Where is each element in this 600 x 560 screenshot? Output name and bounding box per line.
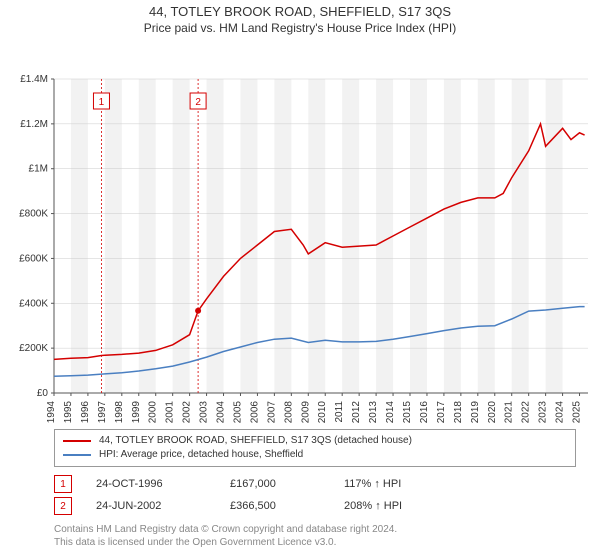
event-row: 2 24-JUN-2002 £366,500 208% ↑ HPI bbox=[54, 497, 576, 515]
svg-text:2007: 2007 bbox=[266, 401, 277, 424]
svg-text:2003: 2003 bbox=[199, 401, 210, 424]
svg-text:1996: 1996 bbox=[80, 401, 91, 424]
svg-text:1994: 1994 bbox=[46, 401, 57, 424]
svg-text:1999: 1999 bbox=[131, 401, 142, 424]
legend-swatch bbox=[63, 454, 91, 456]
footer-line1: Contains HM Land Registry data © Crown c… bbox=[54, 523, 576, 536]
svg-text:2014: 2014 bbox=[385, 401, 396, 424]
legend-item: 44, TOTLEY BROOK ROAD, SHEFFIELD, S17 3Q… bbox=[63, 434, 567, 448]
svg-text:£400K: £400K bbox=[19, 298, 48, 309]
legend-box: 44, TOTLEY BROOK ROAD, SHEFFIELD, S17 3Q… bbox=[54, 429, 576, 467]
legend-item: HPI: Average price, detached house, Shef… bbox=[63, 448, 567, 462]
svg-text:2025: 2025 bbox=[572, 401, 583, 424]
svg-text:2001: 2001 bbox=[165, 401, 176, 424]
event-price: £366,500 bbox=[230, 500, 320, 512]
svg-text:2022: 2022 bbox=[521, 401, 532, 424]
chart-container: 44, TOTLEY BROOK ROAD, SHEFFIELD, S17 3Q… bbox=[0, 0, 600, 560]
event-marker: 2 bbox=[54, 497, 72, 515]
svg-text:£1.2M: £1.2M bbox=[20, 119, 48, 130]
event-pct: 208% ↑ HPI bbox=[344, 500, 454, 512]
svg-text:£200K: £200K bbox=[19, 343, 48, 354]
event-row: 1 24-OCT-1996 £167,000 117% ↑ HPI bbox=[54, 475, 576, 493]
svg-text:£800K: £800K bbox=[19, 209, 48, 220]
svg-text:2000: 2000 bbox=[148, 401, 159, 424]
svg-text:2011: 2011 bbox=[334, 401, 345, 423]
svg-text:2017: 2017 bbox=[436, 401, 447, 424]
svg-text:2: 2 bbox=[195, 97, 201, 108]
svg-text:2023: 2023 bbox=[538, 401, 549, 424]
svg-text:2012: 2012 bbox=[351, 401, 362, 424]
line-chart-svg: £0 £200K £400K £600K £800K £1M £1.2M £1.4M 1994 1… bbox=[0, 35, 600, 425]
svg-text:2006: 2006 bbox=[249, 401, 260, 424]
chart-subtitle: Price paid vs. HM Land Registry's House … bbox=[0, 21, 600, 35]
event-date: 24-JUN-2002 bbox=[96, 500, 206, 512]
svg-text:2002: 2002 bbox=[182, 401, 193, 424]
svg-text:2013: 2013 bbox=[368, 401, 379, 424]
event-price: £167,000 bbox=[230, 478, 320, 490]
legend-swatch bbox=[63, 440, 91, 442]
footer-line2: This data is licensed under the Open Gov… bbox=[54, 536, 576, 549]
svg-text:2018: 2018 bbox=[453, 401, 464, 424]
svg-text:£1M: £1M bbox=[29, 164, 48, 175]
legend-label: 44, TOTLEY BROOK ROAD, SHEFFIELD, S17 3Q… bbox=[99, 434, 412, 448]
svg-text:£1.4M: £1.4M bbox=[20, 74, 48, 85]
svg-text:£600K: £600K bbox=[19, 253, 48, 264]
event-date: 24-OCT-1996 bbox=[96, 478, 206, 490]
event-pct: 117% ↑ HPI bbox=[344, 478, 454, 490]
svg-text:2024: 2024 bbox=[555, 401, 566, 424]
svg-text:1998: 1998 bbox=[114, 401, 125, 424]
svg-text:2019: 2019 bbox=[470, 401, 481, 424]
event-list: 1 24-OCT-1996 £167,000 117% ↑ HPI 2 24-JUN-20… bbox=[54, 475, 576, 515]
svg-text:1995: 1995 bbox=[63, 401, 74, 424]
svg-text:2009: 2009 bbox=[300, 401, 311, 424]
svg-text:2015: 2015 bbox=[402, 401, 413, 424]
title-block: 44, TOTLEY BROOK ROAD, SHEFFIELD, S17 3Q… bbox=[0, 0, 600, 35]
svg-text:2020: 2020 bbox=[487, 401, 498, 424]
svg-text:2021: 2021 bbox=[504, 401, 515, 424]
svg-text:2004: 2004 bbox=[216, 401, 227, 424]
chart-title: 44, TOTLEY BROOK ROAD, SHEFFIELD, S17 3Q… bbox=[0, 4, 600, 19]
svg-text:2005: 2005 bbox=[232, 401, 243, 424]
svg-text:2008: 2008 bbox=[283, 401, 294, 424]
footer-attribution: Contains HM Land Registry data © Crown c… bbox=[54, 523, 576, 549]
svg-text:2010: 2010 bbox=[317, 401, 328, 424]
chart-plot: £0 £200K £400K £600K £800K £1M £1.2M £1.4M 1994 1… bbox=[0, 35, 600, 425]
svg-text:1997: 1997 bbox=[97, 401, 108, 424]
svg-text:2016: 2016 bbox=[419, 401, 430, 424]
svg-text:£0: £0 bbox=[37, 388, 49, 399]
legend-label: HPI: Average price, detached house, Shef… bbox=[99, 448, 303, 462]
svg-text:1: 1 bbox=[99, 97, 105, 108]
event-marker: 1 bbox=[54, 475, 72, 493]
